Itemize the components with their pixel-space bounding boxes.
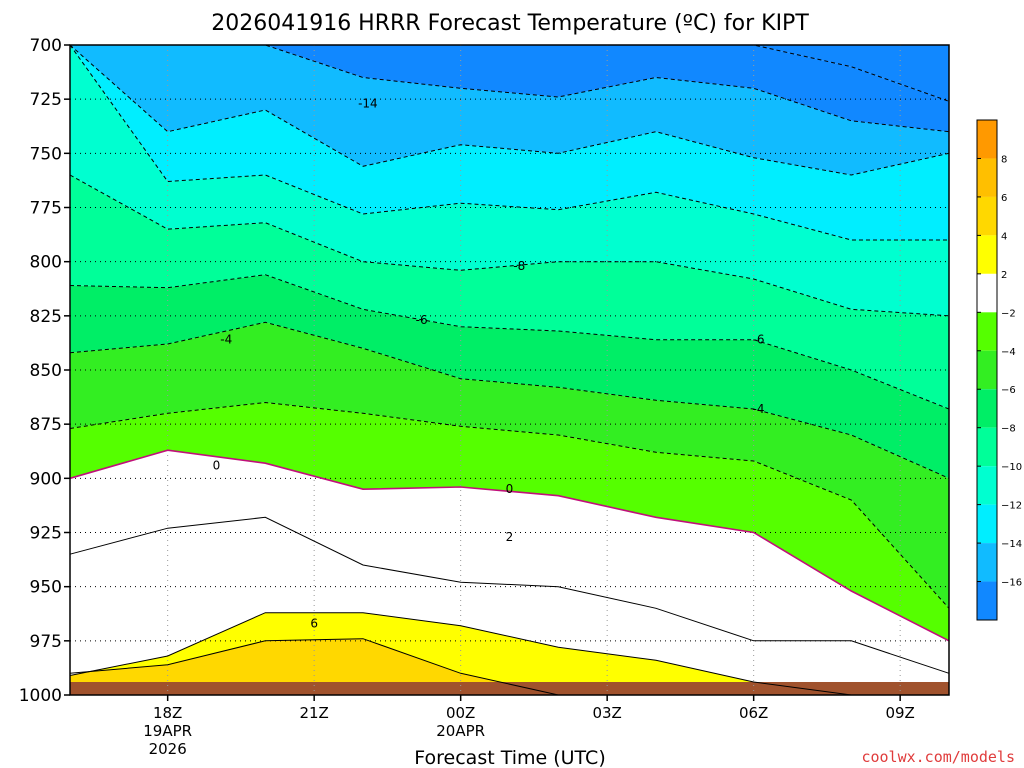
colorbar-swatch [977, 466, 997, 505]
fill-band-6 [70, 638, 949, 695]
x-tick-label: 09Z [885, 704, 914, 722]
contour-line-4 [69, 612, 949, 696]
y-tick-label: 975 [30, 632, 62, 652]
colorbar-label: 8 [1001, 154, 1007, 165]
contour-line--14 [70, 44, 950, 133]
y-tick-label: 875 [30, 415, 62, 435]
fill-band--10 [70, 45, 949, 316]
y-tick-label: 750 [30, 144, 62, 164]
x-tick-label: 00Z [446, 704, 475, 722]
colorbar-label: −12 [1001, 501, 1022, 512]
contour-label: 6 [310, 617, 318, 631]
colorbar-swatch [977, 389, 997, 428]
y-tick-label: 900 [30, 469, 62, 489]
contour-label: -6 [416, 313, 428, 327]
x-axis-label: Forecast Time (UTC) [414, 747, 605, 768]
fill-band--14 [70, 45, 949, 175]
colorbar-label: −16 [1001, 578, 1022, 589]
y-tick-label: 1000 [19, 686, 62, 706]
colorbar-label: 2 [1001, 270, 1007, 281]
contour-label: 2 [506, 530, 514, 544]
x-tick-year: 2026 [149, 740, 187, 758]
contour-line-2 [69, 516, 950, 674]
colorbar-swatch [977, 427, 997, 467]
x-tick-label: 03Z [592, 704, 621, 722]
contour-line--8 [69, 174, 950, 317]
colorbar-swatch [977, 273, 997, 313]
plot-area: -14 -8 -6 -4 -6 -4 0 0 2 6 [69, 44, 950, 696]
credit-text: coolwx.com/models [861, 748, 1015, 766]
contour-line-0 [69, 449, 950, 642]
colorbar-label: −14 [1001, 539, 1022, 550]
y-tick-label: 850 [30, 361, 62, 381]
contour-label: 0 [213, 458, 221, 472]
contour-label: 0 [506, 482, 514, 496]
x-tick-label: 06Z [739, 704, 768, 722]
colorbar-label: −2 [1001, 308, 1016, 319]
colorbar-label: −6 [1001, 385, 1016, 396]
contour-label: -4 [753, 402, 765, 416]
chart-title: 2026041916 HRRR Forecast Temperature (ºC… [211, 11, 809, 36]
contour-line--12 [69, 44, 950, 176]
ground-strip [70, 682, 949, 695]
fill-band-0 [70, 450, 949, 674]
fill-band--8 [70, 175, 949, 409]
x-tick-label: 21Z [299, 704, 328, 722]
y-tick-label: 700 [30, 36, 62, 56]
colorbar-swatch [977, 504, 997, 544]
contour-line--4 [69, 321, 950, 479]
fill-band--6 [70, 274, 949, 479]
contour-line--10 [69, 44, 949, 241]
y-axis: 700 725 750 775 800 825 850 875 900 925 950 975 1000 [19, 36, 70, 706]
colorbar-label: −10 [1001, 462, 1022, 473]
x-tick-date: 20APR [436, 722, 485, 740]
fill-band--12 [70, 45, 949, 240]
colorbar: 8 6 4 2 −2 −4 −6 −8 −10 −12 −14 −16 [976, 119, 1022, 621]
fill-band-coldest [70, 45, 949, 102]
colorbar-swatch [977, 350, 997, 390]
colorbar-swatch [977, 120, 997, 159]
colorbar-frame [976, 119, 998, 621]
contour-label: -4 [220, 333, 232, 347]
colorbar-swatch [977, 158, 997, 197]
fill-band--2 [70, 402, 949, 641]
colorbar-swatch [977, 543, 997, 582]
fill-band--4 [70, 322, 949, 609]
contour-label: -14 [358, 97, 378, 111]
contour-line--6 [69, 274, 950, 410]
colorbar-label: 6 [1001, 193, 1007, 204]
x-tick-label: 18Z [153, 704, 182, 722]
fill-band--16 [70, 45, 949, 132]
colorbar-label: −8 [1001, 424, 1016, 435]
y-tick-label: 725 [30, 90, 62, 110]
contour-line--2 [69, 401, 950, 609]
colorbar-swatch [977, 581, 997, 620]
colorbar-swatch [977, 235, 997, 274]
colorbar-label: 4 [1001, 231, 1007, 242]
colorbar-swatch [977, 196, 997, 236]
contour-label: -8 [513, 259, 525, 273]
y-tick-label: 925 [30, 524, 62, 544]
colorbar-swatch [977, 312, 997, 351]
fill-band-4 [70, 612, 949, 695]
colorbar-label: −4 [1001, 347, 1016, 358]
y-tick-label: 775 [30, 199, 62, 219]
temperature-fills [70, 45, 949, 695]
y-tick-label: 950 [30, 578, 62, 598]
y-tick-label: 800 [30, 253, 62, 273]
fill-band-2 [70, 517, 949, 695]
contour-labels: -14 -8 -6 -4 -6 -4 0 0 2 6 [213, 97, 765, 631]
contour-label: -6 [753, 333, 765, 347]
x-tick-date: 19APR [143, 722, 192, 740]
gridlines [70, 45, 949, 695]
y-tick-label: 825 [30, 307, 62, 327]
